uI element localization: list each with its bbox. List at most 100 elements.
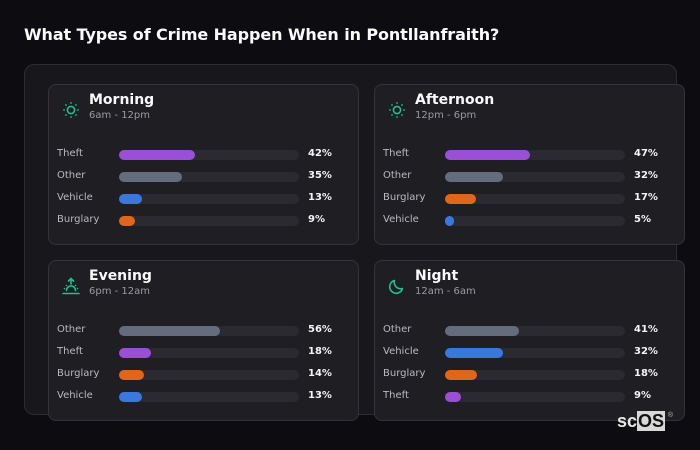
category-label: Theft (57, 346, 83, 357)
bar-row: Other 35% (57, 169, 357, 185)
bar-fill (445, 370, 478, 380)
category-label: Burglary (383, 192, 426, 203)
bar-track (445, 216, 625, 226)
bar-row: Other 56% (57, 323, 357, 339)
bar-track (119, 172, 299, 182)
card-night: Night 12am - 6am Other 41% Vehicle 32% Burglar… (374, 260, 685, 421)
bar-track (119, 348, 299, 358)
bar-fill (119, 194, 143, 204)
category-label: Vehicle (383, 214, 419, 225)
category-label: Other (57, 170, 86, 181)
sunset-icon (61, 276, 81, 296)
bar-fill (119, 392, 143, 402)
percent-value: 9% (308, 214, 325, 225)
percent-value: 17% (634, 192, 658, 203)
percent-value: 18% (308, 346, 332, 357)
bar-fill (445, 194, 476, 204)
period-name: Evening (89, 268, 152, 284)
bar-track (119, 370, 299, 380)
card-evening: Evening 6pm - 12am Other 56% Theft 18% Burglar… (48, 260, 359, 421)
category-label: Burglary (383, 368, 426, 379)
bar-track (119, 150, 299, 160)
logo-os: OS (637, 411, 666, 431)
bar-track (445, 348, 625, 358)
bar-row: Burglary 9% (57, 213, 357, 229)
card-morning: Morning 6am - 12pm Theft 42% Other 35% Vehicle… (48, 84, 359, 245)
period-range: 12am - 6am (415, 286, 476, 297)
bar-track (445, 150, 625, 160)
bar-fill (445, 172, 503, 182)
percent-value: 41% (634, 324, 658, 335)
category-label: Theft (57, 148, 83, 159)
percent-value: 5% (634, 214, 651, 225)
category-label: Vehicle (57, 192, 93, 203)
category-label: Vehicle (383, 346, 419, 357)
percent-value: 13% (308, 192, 332, 203)
period-name: Morning (89, 92, 155, 108)
bar-track (445, 326, 625, 336)
bar-fill (119, 172, 182, 182)
bar-row: Theft 42% (57, 147, 357, 163)
card-afternoon: Afternoon 12pm - 6pm Theft 47% Other 32% Burgl… (374, 84, 685, 245)
logo-sc: sc (617, 411, 638, 431)
bar-row: Vehicle 32% (383, 345, 683, 361)
bar-row: Other 41% (383, 323, 683, 339)
bar-track (119, 326, 299, 336)
percent-value: 32% (634, 170, 658, 181)
bar-fill (445, 326, 519, 336)
bar-row: Vehicle 5% (383, 213, 683, 229)
percent-value: 32% (634, 346, 658, 357)
percent-value: 47% (634, 148, 658, 159)
period-name: Night (415, 268, 459, 284)
bar-fill (445, 150, 530, 160)
bar-fill (445, 392, 462, 402)
percent-value: 35% (308, 170, 332, 181)
bar-fill (445, 348, 503, 358)
percent-value: 14% (308, 368, 332, 379)
bar-row: Theft 18% (57, 345, 357, 361)
percent-value: 9% (634, 390, 651, 401)
bar-fill (119, 150, 195, 160)
bar-fill (119, 348, 152, 358)
bar-track (445, 194, 625, 204)
bar-row: Burglary 17% (383, 191, 683, 207)
bar-row: Vehicle 13% (57, 389, 357, 405)
bar-track (445, 392, 625, 402)
category-label: Burglary (57, 368, 100, 379)
bar-row: Theft 9% (383, 389, 683, 405)
period-range: 6am - 12pm (89, 110, 151, 121)
period-range: 12pm - 6pm (415, 110, 477, 121)
percent-value: 42% (308, 148, 332, 159)
sun-icon (61, 100, 81, 120)
bar-fill (119, 216, 136, 226)
bar-row: Burglary 14% (57, 367, 357, 383)
category-label: Other (57, 324, 86, 335)
category-label: Other (383, 170, 412, 181)
bar-row: Theft 47% (383, 147, 683, 163)
moon-icon (387, 276, 407, 296)
logo-registered: ® (667, 412, 674, 419)
bar-track (119, 392, 299, 402)
category-label: Other (383, 324, 412, 335)
bar-row: Other 32% (383, 169, 683, 185)
category-label: Theft (383, 390, 409, 401)
page-title: What Types of Crime Happen When in Pontl… (24, 25, 500, 44)
sun-icon (387, 100, 407, 120)
category-label: Burglary (57, 214, 100, 225)
category-label: Theft (383, 148, 409, 159)
bar-fill (119, 326, 220, 336)
period-range: 6pm - 12am (89, 286, 151, 297)
bar-track (119, 194, 299, 204)
percent-value: 18% (634, 368, 658, 379)
bar-track (445, 370, 625, 380)
bar-row: Vehicle 13% (57, 191, 357, 207)
scos-logo: scOS ® (617, 411, 673, 431)
category-label: Vehicle (57, 390, 93, 401)
bar-row: Burglary 18% (383, 367, 683, 383)
bar-fill (445, 216, 454, 226)
bar-track (119, 216, 299, 226)
period-name: Afternoon (415, 92, 495, 108)
percent-value: 56% (308, 324, 332, 335)
bar-fill (119, 370, 145, 380)
bar-track (445, 172, 625, 182)
